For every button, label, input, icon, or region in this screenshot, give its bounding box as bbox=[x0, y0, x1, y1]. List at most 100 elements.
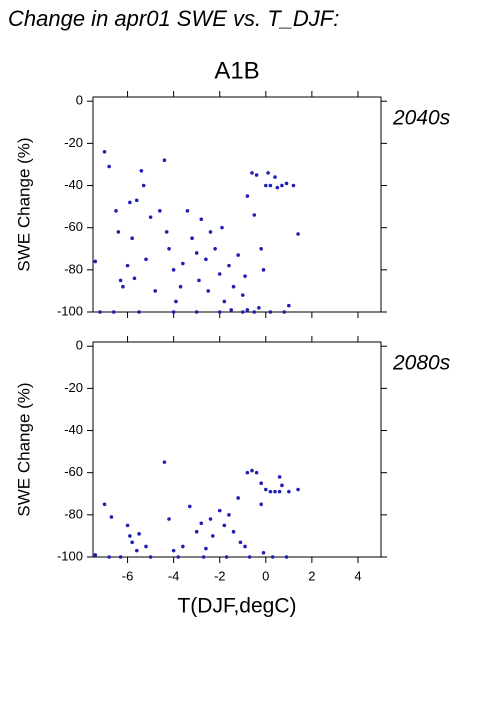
point bbox=[296, 232, 300, 236]
plot-frame bbox=[92, 96, 382, 313]
point bbox=[222, 299, 227, 304]
point bbox=[231, 284, 236, 289]
point bbox=[144, 544, 148, 549]
point bbox=[240, 293, 245, 297]
point bbox=[194, 529, 199, 534]
y-tick-label: -60 bbox=[64, 219, 83, 234]
point bbox=[208, 230, 213, 234]
point bbox=[171, 548, 176, 553]
point bbox=[217, 310, 222, 314]
point bbox=[254, 470, 259, 475]
point bbox=[227, 263, 231, 268]
point bbox=[134, 548, 139, 553]
point bbox=[287, 303, 291, 308]
point bbox=[137, 310, 141, 314]
plot-frame bbox=[92, 341, 382, 558]
point bbox=[259, 481, 263, 486]
y-axis-label: SWE Change (%) bbox=[14, 382, 33, 516]
point bbox=[280, 183, 284, 188]
point bbox=[158, 209, 162, 213]
point bbox=[264, 183, 268, 188]
point bbox=[275, 185, 280, 190]
point bbox=[252, 310, 257, 314]
point bbox=[128, 534, 132, 538]
point bbox=[130, 236, 134, 241]
point bbox=[164, 230, 169, 234]
point bbox=[107, 164, 111, 169]
point bbox=[194, 251, 199, 255]
point bbox=[111, 310, 116, 314]
y-tick-label: -80 bbox=[64, 261, 83, 276]
point bbox=[187, 504, 192, 509]
point bbox=[171, 268, 176, 272]
point bbox=[162, 460, 167, 464]
point bbox=[217, 272, 222, 276]
y-tick-label: -60 bbox=[64, 464, 83, 479]
y-tick-label: -100 bbox=[57, 548, 83, 563]
point bbox=[162, 158, 167, 163]
point bbox=[201, 555, 206, 559]
point bbox=[137, 532, 141, 536]
y-tick-label: -100 bbox=[57, 303, 83, 318]
point bbox=[243, 544, 247, 549]
point bbox=[107, 555, 111, 559]
point bbox=[277, 489, 282, 494]
point bbox=[125, 263, 130, 268]
point bbox=[102, 150, 107, 154]
figure-title: Change in apr01 SWE vs. T_DJF: bbox=[8, 6, 339, 31]
point bbox=[296, 487, 300, 492]
point bbox=[181, 544, 185, 549]
point bbox=[208, 517, 213, 521]
point bbox=[178, 284, 183, 289]
point bbox=[227, 513, 231, 517]
point bbox=[93, 259, 98, 264]
point bbox=[132, 276, 137, 281]
point bbox=[250, 468, 254, 473]
point bbox=[128, 200, 132, 205]
point bbox=[284, 181, 289, 186]
point bbox=[243, 274, 247, 278]
point bbox=[245, 308, 250, 312]
point bbox=[252, 213, 257, 217]
point bbox=[238, 540, 243, 545]
point bbox=[217, 508, 222, 513]
y-tick-label: -40 bbox=[64, 422, 83, 437]
point bbox=[280, 483, 284, 488]
point bbox=[240, 310, 245, 314]
x-tick-label: -4 bbox=[168, 568, 180, 583]
point bbox=[291, 183, 296, 188]
point bbox=[176, 555, 181, 559]
point bbox=[250, 171, 254, 175]
point bbox=[144, 257, 148, 262]
point bbox=[236, 496, 240, 500]
x-tick-label: 0 bbox=[262, 568, 269, 583]
point bbox=[199, 521, 204, 526]
point bbox=[261, 268, 266, 272]
point bbox=[222, 523, 227, 528]
point bbox=[247, 555, 252, 559]
point bbox=[114, 209, 118, 213]
point bbox=[139, 168, 144, 173]
point bbox=[148, 215, 153, 219]
x-axis-label: T(DJF,degC) bbox=[177, 595, 296, 618]
point bbox=[277, 475, 282, 479]
point bbox=[204, 546, 208, 551]
point bbox=[130, 540, 134, 545]
point bbox=[102, 502, 107, 507]
point bbox=[220, 225, 224, 230]
y-tick-label: -20 bbox=[64, 135, 83, 150]
point bbox=[118, 555, 123, 559]
point bbox=[284, 555, 289, 559]
point bbox=[236, 253, 240, 257]
y-tick-label: -20 bbox=[64, 380, 83, 395]
point bbox=[167, 517, 171, 521]
point bbox=[116, 230, 121, 234]
point bbox=[194, 310, 199, 314]
point bbox=[125, 523, 130, 528]
point bbox=[153, 289, 158, 293]
point bbox=[171, 310, 176, 314]
point bbox=[109, 515, 114, 519]
point bbox=[197, 278, 201, 283]
point bbox=[185, 209, 190, 213]
point bbox=[204, 257, 208, 262]
